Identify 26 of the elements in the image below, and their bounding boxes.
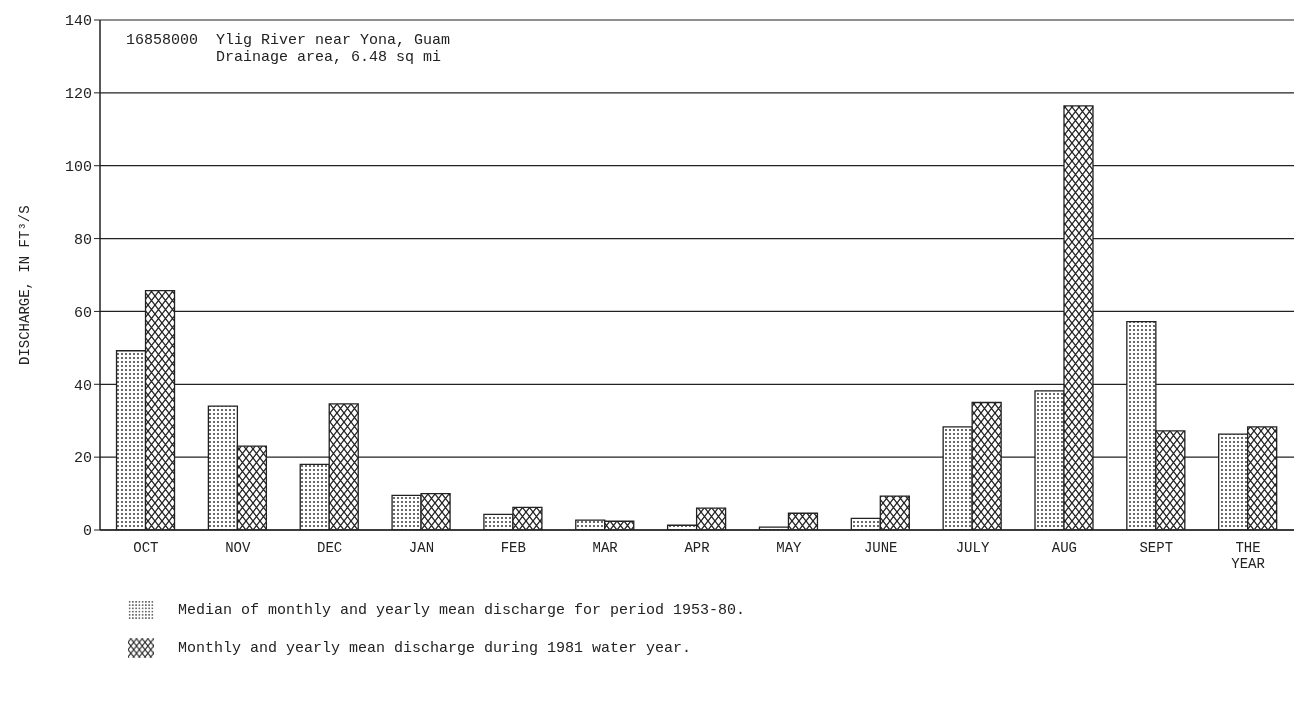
- x-tick-label: MAY: [776, 540, 803, 556]
- y-tick-label: 0: [82, 523, 92, 541]
- x-tick-label: AUG: [1051, 540, 1077, 556]
- legend-label: Monthly and yearly mean discharge during 1981 water year.: [178, 639, 693, 659]
- x-tick-label: JAN: [408, 540, 435, 556]
- x-tick-label: JULY: [955, 540, 990, 556]
- x-tick-label: JUNE: [863, 540, 898, 556]
- y-axis-title: DISCHARGE, IN FT³/S: [16, 205, 33, 365]
- y-tick-label: 140: [64, 13, 92, 31]
- x-tick-label: OCT: [133, 540, 159, 556]
- y-tick-label: 120: [64, 86, 92, 104]
- x-tick-label: NOV: [225, 540, 251, 556]
- x-tick-label: SEPT: [1139, 540, 1174, 556]
- x-tick-label: THE YEAR: [1231, 540, 1266, 572]
- legend-label: Median of monthly and yearly mean discharge for period 1953-80.: [178, 601, 747, 621]
- y-tick-label: 20: [73, 450, 92, 468]
- y-tick-label: 80: [73, 231, 92, 249]
- text: Drainage area, 6.48 sq mi: [215, 49, 443, 66]
- y-tick-label: 40: [73, 377, 92, 395]
- x-tick-label: APR: [684, 540, 711, 556]
- x-tick-label: MAR: [592, 540, 619, 556]
- y-tick-label: 60: [73, 304, 92, 322]
- x-tick-label: DEC: [317, 540, 343, 556]
- x-tick-label: FEB: [500, 540, 526, 556]
- text: 16858000 Ylig River near Yona, Guam: [126, 32, 451, 49]
- y-tick-label: 100: [64, 159, 92, 177]
